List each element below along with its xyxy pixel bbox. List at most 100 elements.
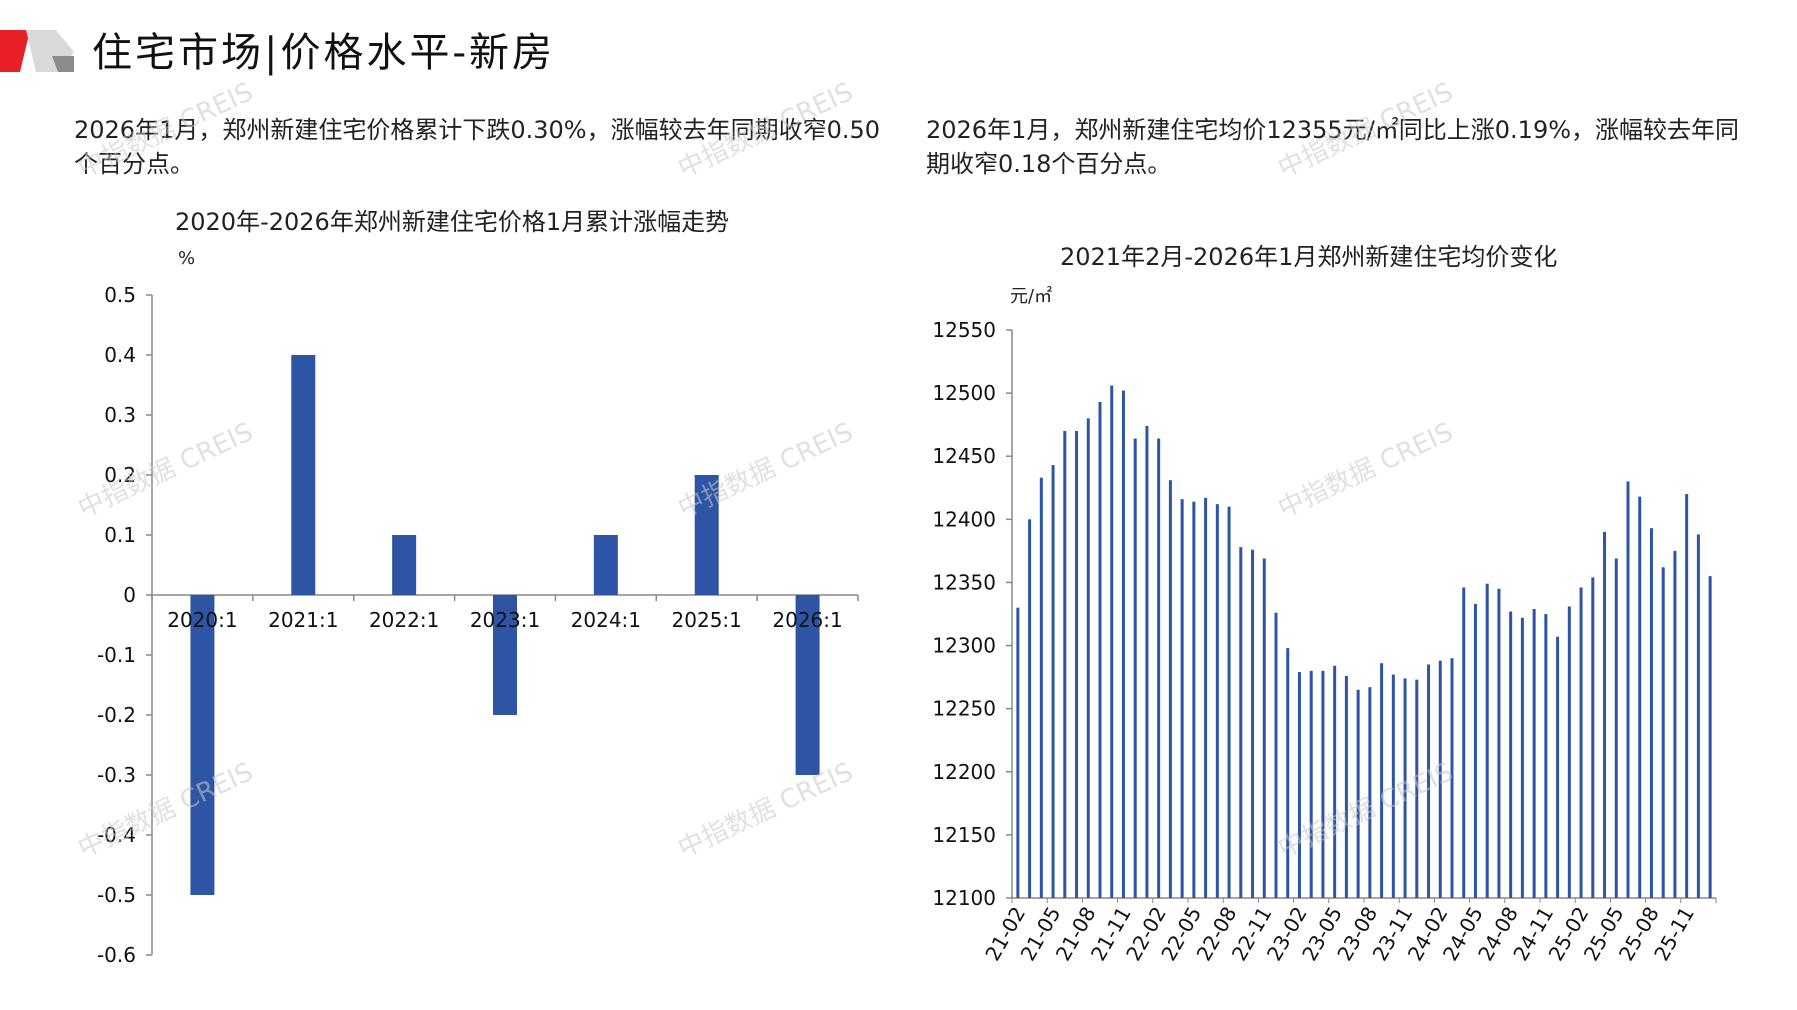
bar <box>1274 612 1278 898</box>
y-tick-label: 12100 <box>932 886 996 910</box>
bar <box>1380 663 1384 898</box>
bar <box>795 595 820 775</box>
bar <box>1098 401 1102 898</box>
bar <box>190 595 215 895</box>
bar <box>1603 531 1607 898</box>
bar <box>1415 679 1419 898</box>
bar <box>1215 504 1219 898</box>
bar <box>1591 577 1595 898</box>
y-tick-label: 12500 <box>932 381 996 405</box>
y-tick-label: 0.4 <box>104 343 136 367</box>
bar <box>1075 430 1079 898</box>
bar <box>1473 603 1477 898</box>
bar <box>1309 670 1313 898</box>
bar <box>1180 499 1184 898</box>
y-tick-label: 0.5 <box>104 283 136 307</box>
bar <box>1168 480 1172 898</box>
bar <box>1532 608 1536 898</box>
y-tick-label: -0.3 <box>97 763 136 787</box>
bar <box>1509 611 1513 898</box>
page-title: 住宅市场|价格水平-新房 <box>92 30 555 76</box>
bar <box>1192 501 1196 898</box>
right-description: 2026年1月，郑州新建住宅均价12355元/㎡同比上涨0.19%，涨幅较去年同… <box>926 116 1740 178</box>
bar <box>1696 534 1700 898</box>
y-tick-label: 12350 <box>932 570 996 594</box>
bar <box>1356 689 1360 898</box>
bar <box>1638 496 1642 898</box>
bar <box>1438 660 1442 898</box>
bar <box>1251 549 1255 898</box>
y-tick-label: 12300 <box>932 634 996 658</box>
bar <box>1649 528 1653 898</box>
y-tick-label: 12200 <box>932 760 996 784</box>
x-tick-label: 2024:1 <box>571 608 641 632</box>
x-tick-label: 2025:1 <box>672 608 742 632</box>
right-bar-chart: 12550 12500 12450 12400 12350 12300 12250 12200… <box>932 318 1717 965</box>
bar <box>593 535 618 595</box>
y-tick-label: -0.1 <box>97 643 136 667</box>
bar <box>1450 658 1454 898</box>
bar <box>1520 617 1524 898</box>
y-tick-label: -0.5 <box>97 883 136 907</box>
bar <box>1321 670 1325 898</box>
left-chart-unit: % <box>178 248 196 269</box>
bar <box>1333 665 1337 898</box>
bar <box>1403 678 1407 898</box>
right-chart-unit: 元/㎡ <box>1010 286 1053 307</box>
x-tick-label: 2022:1 <box>369 608 439 632</box>
bar <box>1344 675 1348 898</box>
y-tick-label: -0.2 <box>97 703 136 727</box>
y-tick-label: 12400 <box>932 507 996 531</box>
y-tick-label: 12550 <box>932 318 996 342</box>
left-description: 2026年1月，郑州新建住宅价格累计下跌0.30%，涨幅较去年同期收窄0.50个… <box>74 116 881 178</box>
bar <box>1286 648 1290 898</box>
bar <box>1028 519 1032 898</box>
bar <box>1110 385 1114 898</box>
x-tick-label: 2023:1 <box>470 608 540 632</box>
y-tick-label: 12250 <box>932 697 996 721</box>
bar <box>1157 438 1161 898</box>
y-tick-label: -0.6 <box>97 943 136 967</box>
brand-logo <box>0 30 74 72</box>
bar <box>1661 567 1665 898</box>
bar <box>1708 576 1712 898</box>
logo-dark-shape <box>52 56 74 72</box>
bar <box>1462 587 1466 898</box>
bar <box>694 475 719 595</box>
bar <box>1016 607 1020 898</box>
bar <box>493 595 517 715</box>
bar <box>1485 583 1489 898</box>
bar <box>1673 550 1677 898</box>
bar <box>1262 558 1266 898</box>
y-tick-label: 0 <box>123 583 136 607</box>
bar <box>1145 425 1149 898</box>
bar <box>1579 587 1583 898</box>
bar <box>1544 614 1548 898</box>
bar <box>1239 547 1243 898</box>
bar <box>1086 418 1090 898</box>
bar <box>392 535 417 595</box>
bar <box>1121 390 1125 898</box>
bar <box>1556 636 1560 898</box>
bar <box>291 355 316 595</box>
bar <box>1497 588 1501 898</box>
bar <box>1626 481 1630 898</box>
bar <box>1368 687 1372 898</box>
bar <box>1227 506 1231 898</box>
x-tick-label: 2020:1 <box>167 608 237 632</box>
y-tick-label: 12150 <box>932 823 996 847</box>
bar <box>1614 558 1618 898</box>
bar <box>1427 664 1431 898</box>
x-tick-label: 2026:1 <box>772 608 842 632</box>
bar <box>1063 430 1067 898</box>
bar <box>1204 497 1208 898</box>
x-tick-label: 2021:1 <box>268 608 338 632</box>
right-chart-title: 2021年2月-2026年1月郑州新建住宅均价变化 <box>1060 243 1558 271</box>
bar <box>1567 606 1571 898</box>
bar <box>1391 674 1395 898</box>
y-tick-label: -0.4 <box>97 823 136 847</box>
y-tick-label: 0.3 <box>104 403 136 427</box>
left-chart-title: 2020年-2026年郑州新建住宅价格1月累计涨幅走势 <box>175 208 730 236</box>
bar <box>1685 494 1689 898</box>
bar <box>1297 672 1301 898</box>
